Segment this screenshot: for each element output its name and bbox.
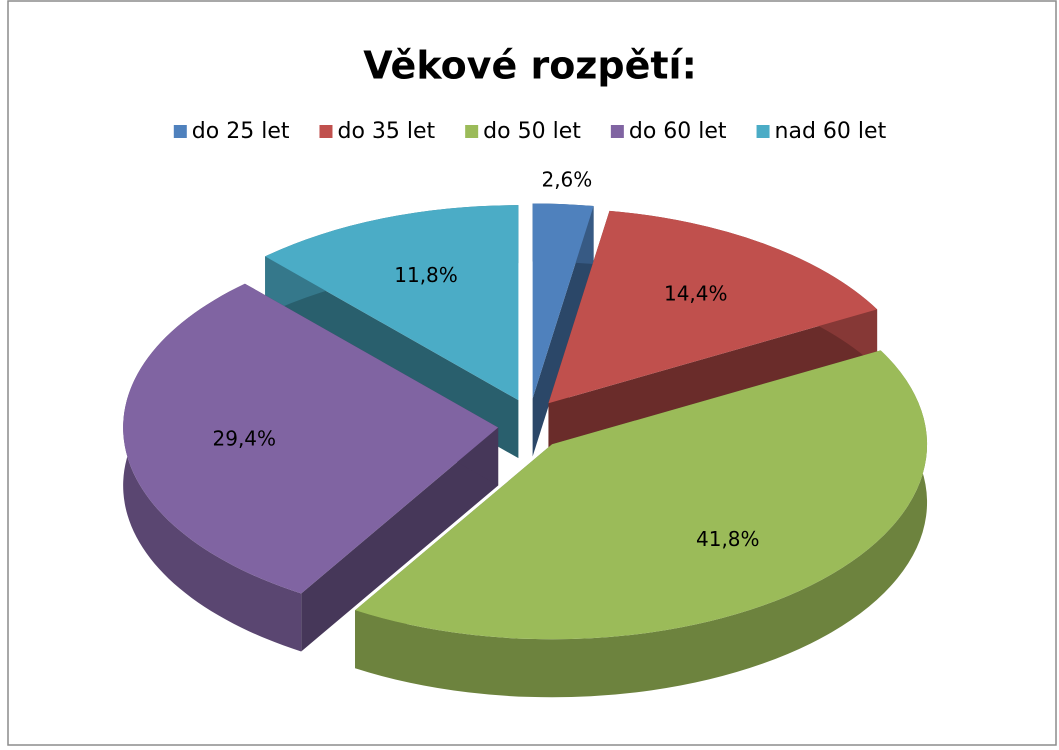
legend-swatch [756,125,770,138]
slice [532,203,594,399]
slice-wall [355,350,928,698]
slice [355,350,928,640]
legend-swatch [173,125,187,138]
slice [123,283,499,594]
legend-label: do 25 let [192,119,290,144]
legend-label: do 50 let [483,119,581,144]
legend-swatch [465,125,479,138]
slice [265,205,519,401]
data-label: 14,4% [664,282,728,306]
slice-side [301,427,499,652]
chart-title: Věkové rozpětí: [363,44,697,88]
slice-side [532,206,594,457]
data-label: 41,8% [696,527,760,551]
data-label: 11,8% [394,263,458,287]
legend-label: do 35 let [337,119,435,144]
data-label: 2,6% [541,167,592,191]
legend-swatch [319,125,333,138]
legend-swatch [610,125,624,138]
legend-label: nad 60 let [775,119,887,144]
slice [548,210,878,404]
legend-label: do 60 let [629,119,727,144]
data-label: 29,4% [213,426,277,450]
